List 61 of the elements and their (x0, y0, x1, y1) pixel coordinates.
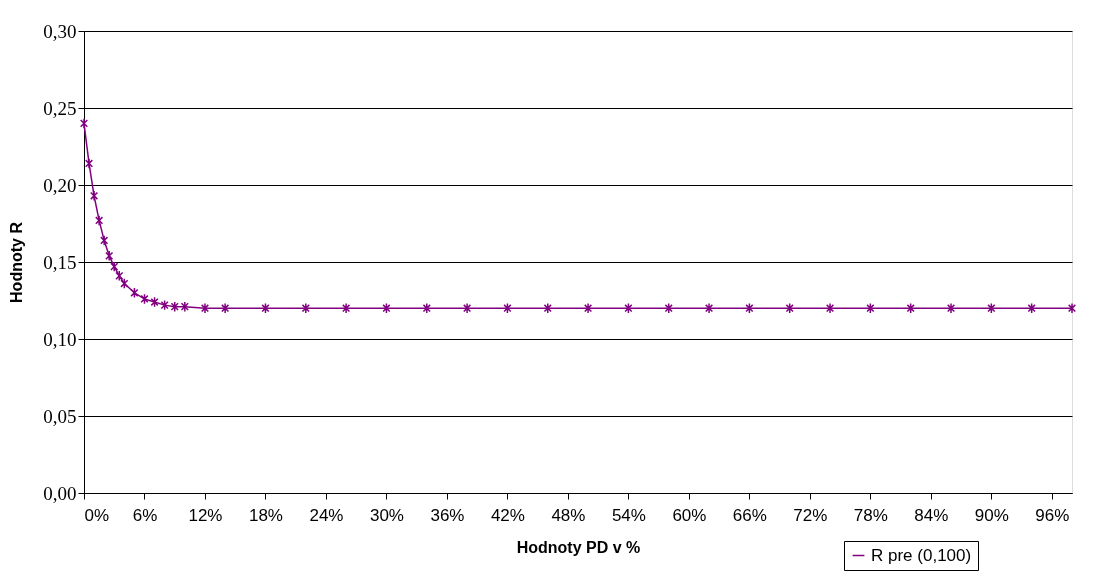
point (946, 302, 956, 314)
point (301, 302, 310, 314)
y-axis-title: Hodnoty R (8, 221, 26, 303)
point (140, 293, 149, 305)
point (825, 302, 835, 314)
x-tick-label: 72% (793, 505, 828, 525)
x-tick-label: 66% (732, 505, 767, 525)
point (130, 287, 139, 299)
x-tick-label: 90% (974, 505, 1009, 525)
point (90, 190, 99, 202)
x-tick-label: 36% (430, 505, 465, 525)
point (342, 302, 351, 314)
x-tick-label: 96% (1035, 505, 1070, 525)
point (261, 302, 270, 314)
point (382, 302, 391, 314)
point (422, 302, 431, 314)
x-tick-label: 12% (188, 505, 223, 525)
point (704, 302, 714, 314)
y-tick-label: 0,20 (43, 174, 77, 196)
x-tick-label: 54% (611, 505, 646, 525)
point (170, 301, 179, 313)
x-tick-label: 60% (672, 505, 707, 525)
point (1027, 302, 1036, 314)
point (785, 302, 794, 314)
point (987, 302, 996, 314)
point (95, 214, 104, 226)
point (745, 302, 754, 314)
x-tick-label: 24% (309, 505, 344, 525)
point (84, 157, 94, 169)
y-tick-label: 0,05 (43, 405, 77, 427)
x-tick-label: 30% (369, 505, 404, 525)
y-tick-label: 0,15 (43, 251, 77, 273)
point (664, 302, 673, 314)
point (221, 302, 230, 314)
y-tick-label: 0,00 (43, 482, 77, 504)
x-tick-label: 6% (132, 505, 158, 525)
x-tick-label: 42% (490, 505, 525, 525)
point (200, 302, 210, 314)
x-axis-title: Hodnoty PD v % (516, 538, 641, 556)
point (100, 234, 109, 246)
x-tick-label: 0% (84, 505, 110, 525)
y-tick-label: 0,25 (43, 97, 77, 119)
point (1067, 302, 1077, 314)
x-tick-label: 78% (853, 505, 888, 525)
point (79, 117, 89, 129)
point (463, 302, 472, 314)
point (624, 302, 633, 314)
x-tick-label: 18% (248, 505, 283, 525)
point (543, 302, 552, 314)
y-tick-label: 0,10 (43, 328, 77, 350)
point (584, 302, 593, 314)
point (180, 301, 189, 313)
legend-label: R pre (0,100) (871, 545, 972, 565)
point (150, 296, 159, 308)
x-tick-label: 48% (551, 505, 586, 525)
point (160, 299, 169, 311)
point (866, 302, 875, 314)
x-tick-label: 84% (914, 505, 949, 525)
point (503, 302, 512, 314)
point (906, 302, 915, 314)
y-tick-label: 0,30 (43, 20, 77, 42)
